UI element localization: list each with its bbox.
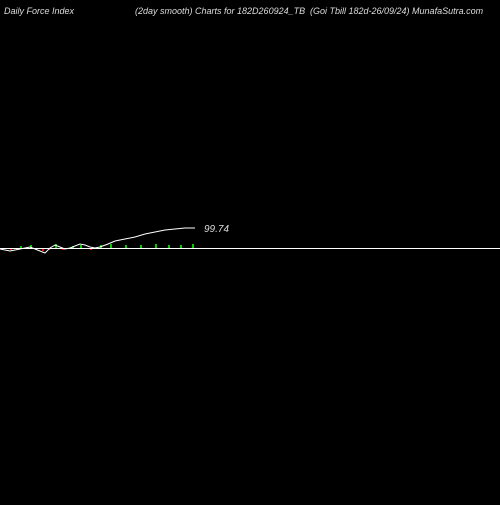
force-index-chart: 99.74	[0, 0, 500, 500]
smoothed-line	[0, 228, 195, 253]
last-value-label: 99.74	[204, 224, 229, 235]
chart-svg	[0, 0, 500, 500]
zero-axis	[0, 248, 500, 249]
